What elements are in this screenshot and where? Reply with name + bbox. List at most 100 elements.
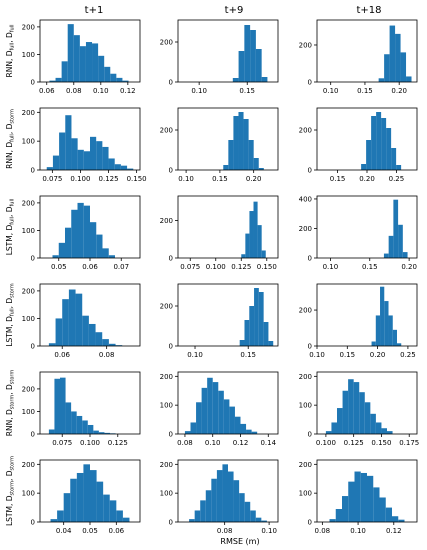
histogram-bar bbox=[70, 478, 77, 522]
histogram-bar bbox=[65, 402, 72, 434]
histogram-bar bbox=[251, 431, 258, 434]
histogram-bar bbox=[122, 80, 129, 82]
histogram-bar bbox=[200, 500, 206, 522]
x-tick-label: 0.150 bbox=[371, 439, 391, 447]
histogram-bar bbox=[90, 222, 97, 258]
histogram-panel-r0-c0: 0.06 0.08 0.10 0.12 0 100 200 RNN, Dfull, Dfull bbox=[5, 19, 141, 95]
y-tick-label: 100 bbox=[22, 138, 35, 146]
histogram-bar bbox=[116, 510, 123, 522]
x-tick-label: 0.175 bbox=[399, 439, 419, 447]
histogram-bar bbox=[243, 119, 249, 170]
ylabel-part-sep: , bbox=[5, 304, 14, 309]
histogram-bar bbox=[77, 202, 84, 258]
histogram-bar bbox=[244, 25, 251, 82]
histogram-bar bbox=[85, 42, 93, 82]
histogram-bar bbox=[359, 392, 365, 434]
histogram-bar bbox=[75, 293, 83, 346]
ylabel-part-base: LSTM, bbox=[5, 231, 14, 256]
histogram-bar bbox=[254, 288, 259, 346]
y-tick-label: 200 bbox=[22, 461, 35, 469]
ylabel-part-base: RNN, bbox=[5, 415, 14, 436]
histogram-bar bbox=[335, 509, 342, 522]
y-tick-label: 0 bbox=[169, 255, 173, 263]
y-tick-label: 200 bbox=[299, 373, 312, 381]
y-tick-label: 200 bbox=[160, 461, 173, 469]
histogram-bar bbox=[375, 422, 382, 434]
y-tick-label: 0 bbox=[308, 343, 312, 351]
histogram-bar bbox=[381, 428, 387, 434]
histogram-bar bbox=[52, 255, 59, 258]
axes-frame bbox=[177, 107, 279, 171]
y-tick-label: 100 bbox=[22, 227, 35, 235]
axes-frame bbox=[39, 283, 141, 347]
histogram-bar bbox=[395, 33, 401, 82]
x-tick-label: 0.10 bbox=[187, 351, 203, 359]
y-tick-label: 200 bbox=[160, 39, 173, 47]
histogram-bar bbox=[255, 517, 262, 522]
y-tick-label: 0 bbox=[308, 255, 312, 263]
y-tick-label: 0 bbox=[308, 167, 312, 175]
histogram-panel-r5-c2: 0.08 0.10 0.12 0 100 200 bbox=[299, 459, 418, 535]
histogram-panel-r2-c0: 0.05 0.06 0.07 0 100 200 LSTM, Dfull, Dfull bbox=[5, 195, 141, 271]
x-tick-label: 0.04 bbox=[56, 527, 72, 535]
ylabel-part-d2: D bbox=[5, 123, 14, 129]
histogram-bar bbox=[244, 320, 250, 346]
histogram-bar bbox=[388, 315, 393, 346]
histogram-bar bbox=[238, 51, 245, 82]
histogram-bar bbox=[65, 227, 72, 258]
ylabel-part-base: LSTM, bbox=[5, 501, 14, 526]
ylabel-part-d2: D bbox=[5, 298, 14, 304]
axes-frame bbox=[177, 19, 279, 83]
x-tick-label: 0.100 bbox=[70, 175, 90, 183]
histogram-bar bbox=[387, 431, 393, 434]
histogram-bar bbox=[82, 420, 88, 434]
x-tick-label: 0.06 bbox=[82, 263, 98, 271]
histogram-bar bbox=[127, 168, 134, 170]
row-y-axis-label: LSTM, Dstorm, Dstorm bbox=[5, 456, 16, 526]
histogram-panel-r2-c1: 0.075 0.100 0.125 0.150 0 200 bbox=[160, 195, 279, 271]
histogram-panel-r0-c1: 0.10 0.15 0 200 bbox=[160, 19, 279, 95]
histogram-bar bbox=[49, 80, 56, 82]
histogram-bar bbox=[90, 470, 97, 522]
histogram-bar bbox=[55, 77, 62, 82]
histogram-bar bbox=[114, 164, 121, 170]
histogram-bar bbox=[184, 431, 191, 434]
row-y-axis-label: RNN, Dfull, Dstorm bbox=[5, 109, 16, 169]
histogram-bar bbox=[96, 234, 103, 258]
x-tick-label: 0.10 bbox=[261, 527, 277, 535]
y-tick-label: 0 bbox=[31, 167, 35, 175]
ylabel-part-d2: D bbox=[5, 470, 14, 476]
histogram-bar bbox=[62, 299, 69, 346]
histogram-bar bbox=[241, 254, 246, 258]
ylabel-part-sep: , bbox=[5, 390, 14, 395]
y-tick-label: 100 bbox=[160, 402, 173, 410]
histogram-bar bbox=[87, 424, 94, 434]
ylabel-part-base: RNN, bbox=[5, 148, 14, 169]
ylabel-part-s1: storm bbox=[10, 395, 16, 410]
y-tick-label: 100 bbox=[22, 315, 35, 323]
x-tick-label: 0.20 bbox=[391, 87, 407, 95]
histogram-bar bbox=[250, 30, 256, 82]
histogram-bar bbox=[239, 340, 245, 346]
histogram-bar bbox=[58, 242, 65, 258]
histogram-bar bbox=[361, 164, 367, 170]
x-tick-label: 0.14 bbox=[260, 439, 276, 447]
histogram-bar bbox=[46, 167, 53, 170]
histogram-bar bbox=[82, 315, 89, 346]
histogram-bar bbox=[383, 253, 389, 258]
axes-frame bbox=[316, 283, 418, 347]
x-tick-label: 0.100 bbox=[206, 263, 226, 271]
histogram-bar bbox=[392, 329, 397, 346]
histogram-bar bbox=[342, 390, 349, 434]
y-tick-label: 100 bbox=[22, 51, 35, 59]
histogram-bar bbox=[104, 66, 111, 82]
x-tick-label: 0.08 bbox=[177, 439, 193, 447]
x-tick-label: 0.15 bbox=[362, 263, 378, 271]
y-tick-label: 200 bbox=[22, 109, 35, 117]
histogram-bar bbox=[233, 480, 240, 522]
x-tick-label: 0.075 bbox=[52, 439, 72, 447]
ylabel-part-sep: , bbox=[5, 38, 14, 43]
histogram-bar bbox=[76, 472, 84, 522]
ylabel-part-s1: full bbox=[10, 43, 16, 51]
ylabel-part-sep: , bbox=[5, 129, 14, 134]
